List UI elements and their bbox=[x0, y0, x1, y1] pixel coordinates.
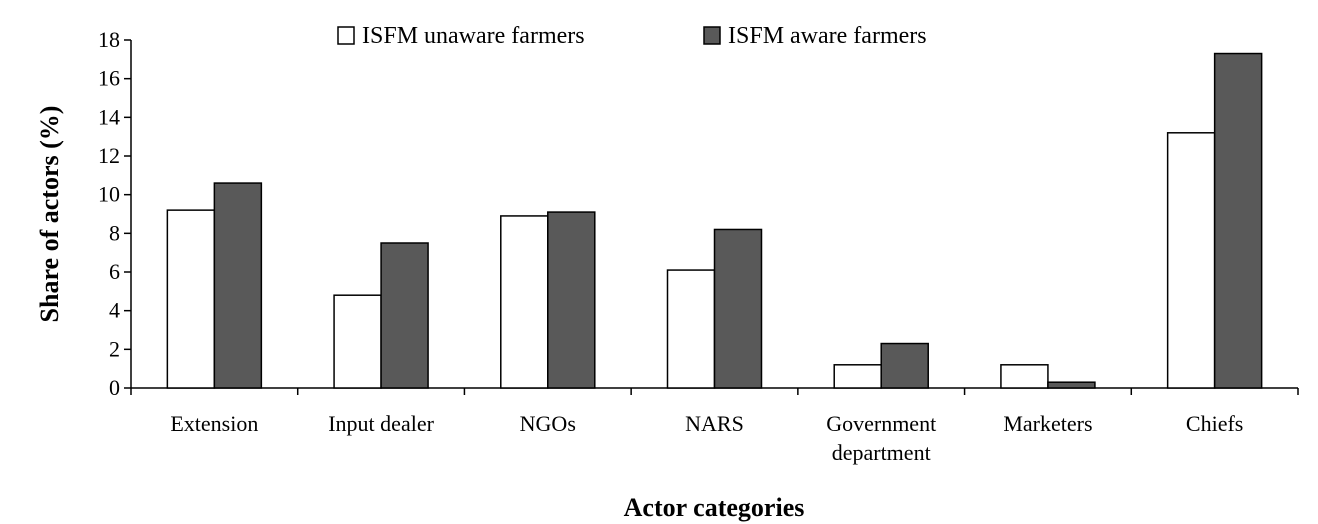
category-label: department bbox=[832, 440, 931, 465]
category-label: Government bbox=[826, 411, 936, 436]
bar-aware bbox=[1047, 381, 1096, 389]
bar-unaware bbox=[333, 294, 382, 389]
bar-unaware bbox=[500, 215, 549, 389]
y-tick-label: 0 bbox=[109, 375, 120, 400]
legend: ISFM unaware farmers ISFM aware farmers bbox=[337, 23, 927, 49]
category-label: Input dealer bbox=[328, 411, 434, 436]
bar-aware bbox=[547, 211, 596, 389]
y-tick-label: 2 bbox=[109, 336, 120, 361]
y-axis: 0 2 4 6 8 10 12 14 16 18 bbox=[98, 27, 132, 400]
bar-aware bbox=[380, 242, 429, 389]
y-axis-title: Share of actors (%) bbox=[35, 106, 64, 323]
y-tick-label: 14 bbox=[98, 104, 120, 129]
category-label: Extension bbox=[170, 411, 258, 436]
bar-unaware bbox=[1000, 364, 1049, 389]
bar-aware bbox=[213, 182, 263, 389]
legend-label-unaware: ISFM unaware farmers bbox=[362, 23, 585, 49]
x-axis bbox=[130, 387, 1299, 395]
y-tick-label: 12 bbox=[98, 143, 120, 168]
category-label: NARS bbox=[685, 411, 744, 436]
category-label: Chiefs bbox=[1186, 411, 1243, 436]
y-tick-label: 10 bbox=[98, 182, 120, 207]
category-label: NGOs bbox=[520, 411, 576, 436]
bar-unaware bbox=[833, 364, 882, 389]
x-axis-title: Actor categories bbox=[624, 493, 805, 522]
y-tick-label: 4 bbox=[109, 298, 120, 323]
legend-swatch-aware bbox=[703, 26, 721, 45]
bar-aware bbox=[713, 228, 763, 389]
y-tick-label: 6 bbox=[109, 259, 120, 284]
bar-unaware bbox=[166, 209, 216, 389]
bar-unaware bbox=[666, 269, 716, 389]
y-tick-label: 18 bbox=[98, 27, 120, 52]
bar-unaware bbox=[1166, 132, 1216, 389]
category-label: Marketers bbox=[1003, 411, 1092, 436]
legend-label-aware: ISFM aware farmers bbox=[728, 23, 927, 49]
bars bbox=[166, 52, 1263, 389]
bar-aware bbox=[880, 342, 929, 389]
y-tick-label: 16 bbox=[98, 66, 120, 91]
y-tick-label: 8 bbox=[109, 220, 120, 245]
legend-swatch-unaware bbox=[337, 26, 355, 45]
bar-aware bbox=[1213, 52, 1263, 389]
category-labels: Extension Input dealer NGOs NARS Government d… bbox=[170, 411, 1243, 465]
